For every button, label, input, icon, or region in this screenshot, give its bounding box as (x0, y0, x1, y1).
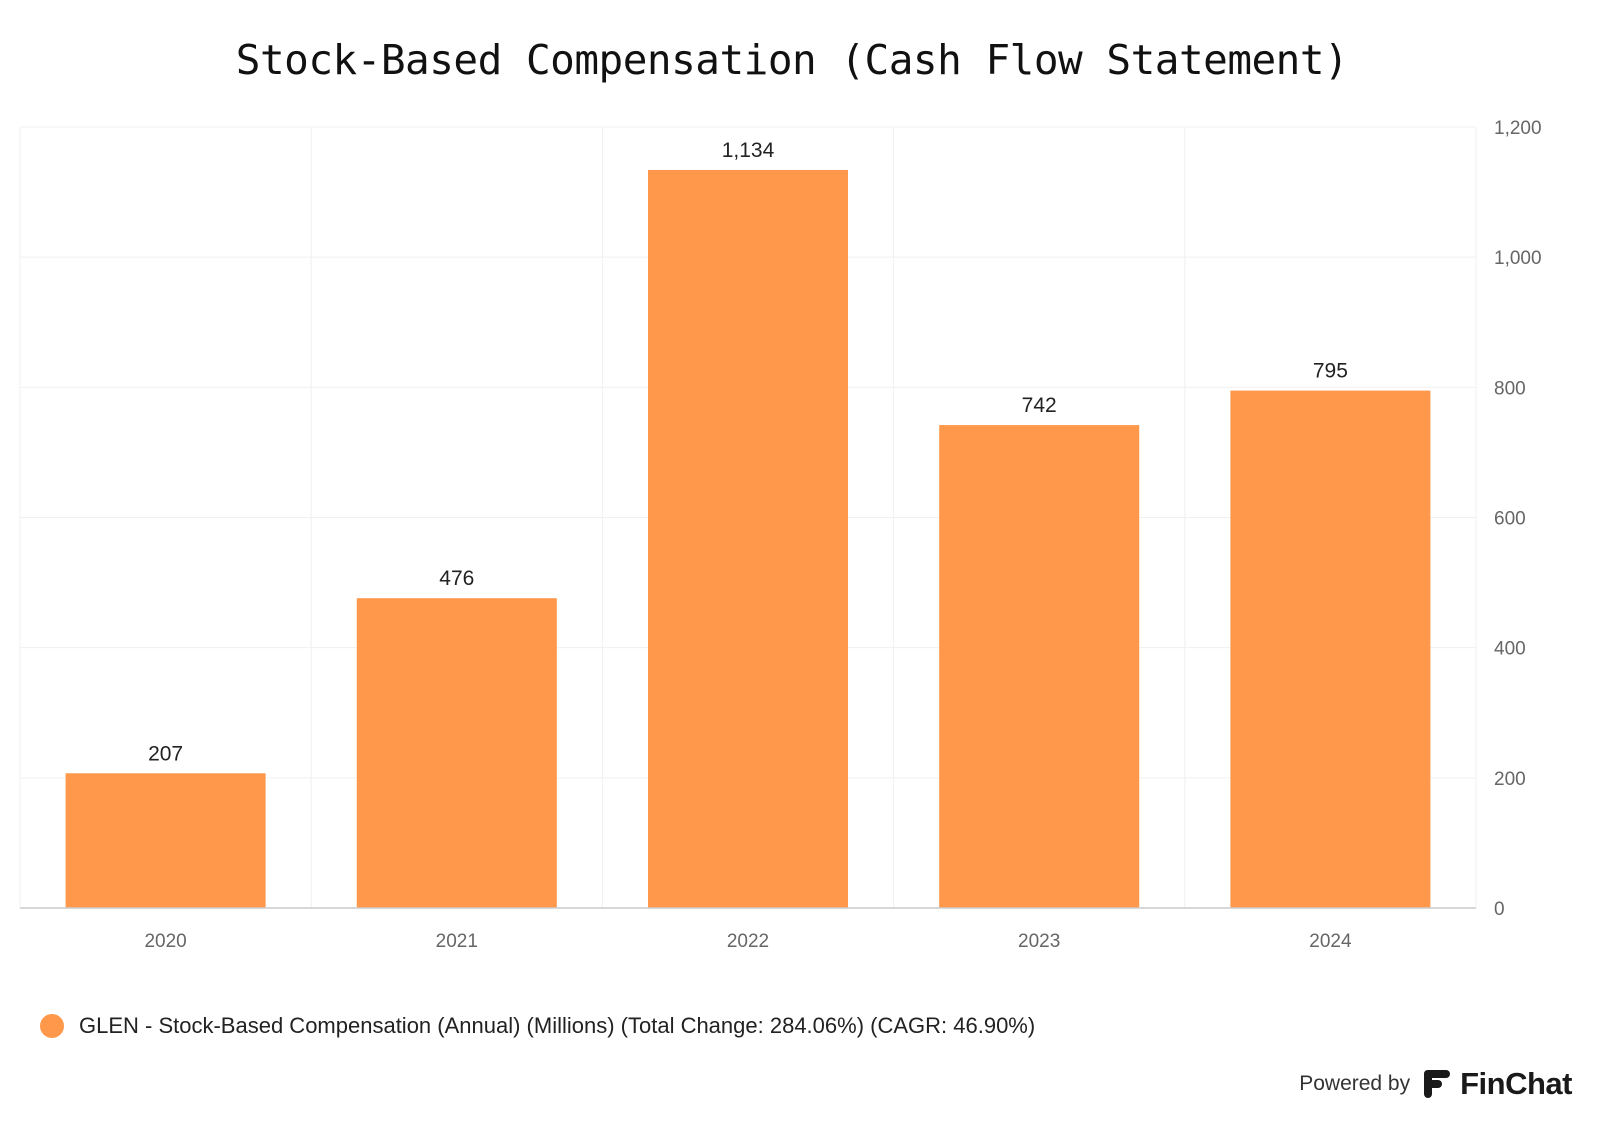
powered-by[interactable]: Powered by FinChat (1299, 1066, 1572, 1102)
data-label: 476 (439, 567, 474, 590)
bar (356, 598, 557, 908)
x-tick-label: 2020 (144, 931, 186, 952)
y-tick-label: 200 (1494, 769, 1526, 790)
legend[interactable]: GLEN - Stock-Based Compensation (Annual)… (40, 1013, 1035, 1039)
y-tick-label: 800 (1494, 378, 1526, 399)
y-tick-label: 400 (1494, 639, 1526, 660)
y-tick-label: 1,000 (1494, 248, 1542, 269)
legend-marker (40, 1014, 64, 1038)
legend-label: GLEN - Stock-Based Compensation (Annual)… (79, 1013, 1036, 1038)
y-tick-label: 1,200 (1494, 118, 1542, 139)
x-tick-label: 2021 (436, 931, 478, 952)
x-tick-label: 2024 (1309, 931, 1352, 952)
powered-by-label: Powered by (1299, 1072, 1411, 1095)
data-label: 1,134 (722, 139, 775, 162)
finchat-logo-icon (1424, 1070, 1451, 1098)
bar (648, 169, 848, 908)
bar (939, 425, 1140, 908)
data-label: 742 (1022, 394, 1057, 417)
bar (1230, 390, 1431, 908)
y-tick-label: 0 (1494, 899, 1505, 920)
y-tick-label: 600 (1494, 509, 1526, 530)
x-tick-label: 2022 (727, 931, 769, 952)
x-tick-label: 2023 (1018, 931, 1060, 952)
data-label: 207 (148, 742, 183, 765)
bar (65, 773, 266, 908)
data-label: 795 (1313, 360, 1348, 383)
finchat-brand: FinChat (1460, 1066, 1572, 1101)
chart-title: Stock-Based Compensation (Cash Flow Stat… (235, 36, 1349, 84)
